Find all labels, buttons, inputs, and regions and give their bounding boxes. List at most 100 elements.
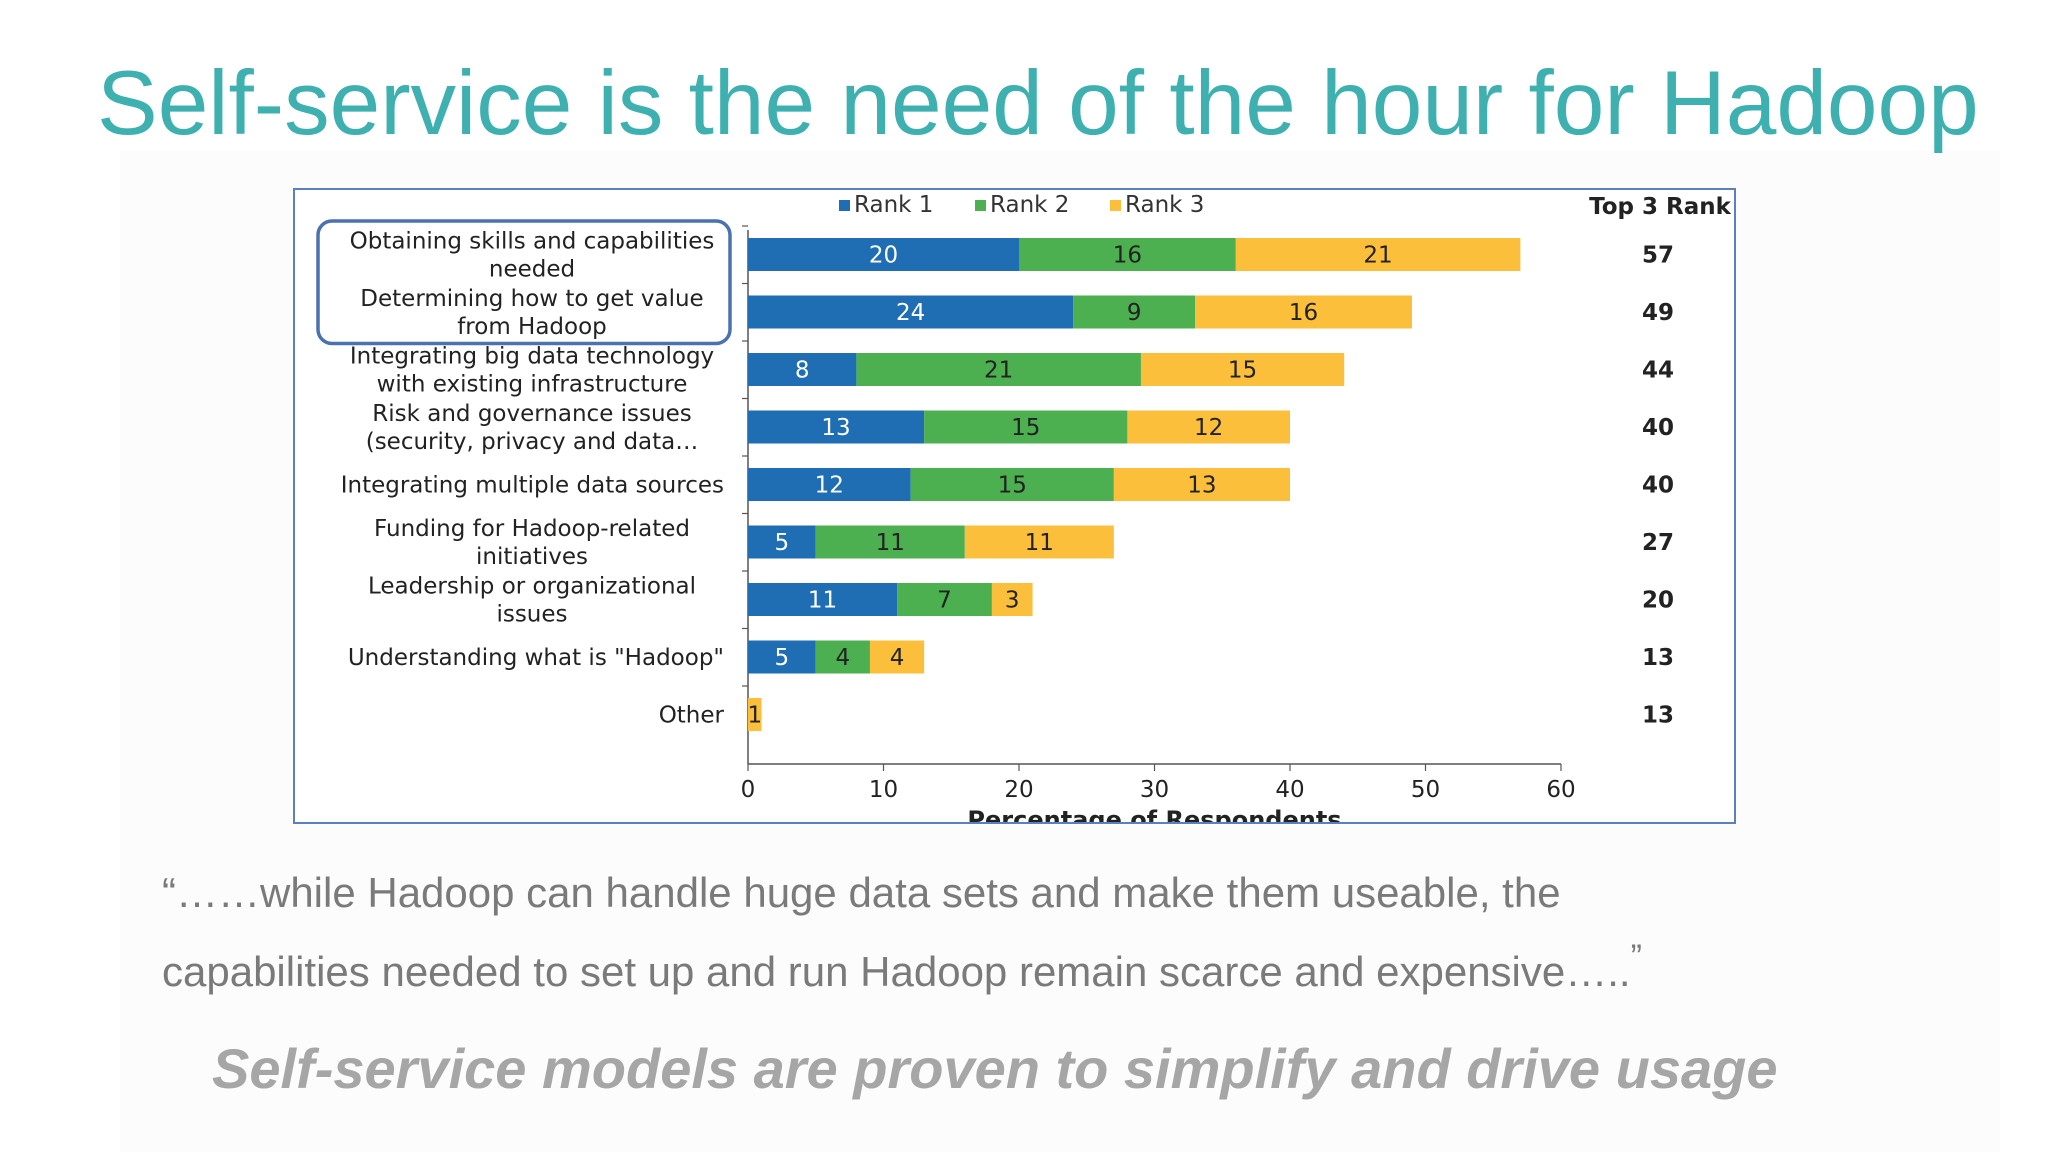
top3-total-row-8: 13 (1642, 645, 1674, 671)
category-label-line: Risk and governance issues (372, 401, 691, 427)
data-label-rank-1-row-6: 5 (775, 530, 790, 556)
category-label-line: Other (659, 703, 725, 729)
bar-segment-rank-2-row-1 (1019, 238, 1236, 271)
category-label-5: Integrating multiple data sources (341, 473, 724, 499)
bar-segment-rank-3-row-2 (1195, 295, 1412, 329)
data-label-rank-2-row-2: 9 (1127, 300, 1142, 326)
category-label-line: Determining how to get value (360, 286, 703, 312)
quote-line-2-text: capabilities needed to set up and run Ha… (162, 948, 1631, 995)
top3-total-row-7: 20 (1642, 588, 1674, 614)
legend-swatch-2 (975, 200, 986, 211)
data-label-rank-3-row-8: 4 (890, 645, 905, 671)
quote-block: “……while Hadoop can handle huge data set… (162, 860, 1862, 1004)
x-axis-title: Percentage of Respondents (967, 806, 1341, 822)
data-label-rank-1-row-5: 12 (815, 473, 844, 499)
bar-segment-rank-1-row-3 (748, 353, 857, 386)
category-label-line: initiatives (476, 544, 588, 570)
category-label-line: Integrating big data technology (350, 344, 714, 370)
data-label-rank-2-row-5: 15 (998, 473, 1027, 499)
bar-segment-rank-1-row-7 (748, 583, 898, 616)
legend-swatch-1 (839, 200, 850, 211)
category-label-line: (security, privacy and data… (366, 429, 699, 455)
top3-total-row-3: 44 (1642, 358, 1674, 384)
x-tick-label-7: 60 (1546, 777, 1575, 803)
category-label-line: Leadership or organizational (368, 574, 696, 600)
bar-segment-rank-2-row-2 (1073, 295, 1196, 329)
bar-segment-rank-2-row-6 (815, 525, 965, 559)
top3-total-row-2: 49 (1642, 300, 1674, 326)
quote-line-1: “……while Hadoop can handle huge data set… (162, 869, 1561, 916)
top3-total-row-9: 13 (1642, 703, 1674, 729)
top3-total-row-1: 57 (1642, 243, 1674, 269)
bar-segment-rank-3-row-3 (1140, 353, 1345, 386)
data-label-rank-3-row-6: 11 (1025, 530, 1054, 556)
bar-segment-rank-1-row-4 (748, 410, 925, 444)
bar-segment-rank-3-row-8 (869, 640, 925, 674)
x-tick-label-3: 20 (1004, 777, 1033, 803)
data-label-rank-2-row-6: 11 (876, 530, 905, 556)
category-label-line: Understanding what is "Hadoop" (348, 645, 724, 671)
category-label-7: Leadership or organizational issues (368, 574, 696, 628)
bar-segment-rank-1-row-2 (748, 295, 1074, 329)
legend-label-2: Rank 2 (990, 192, 1069, 218)
top3-total-row-6: 27 (1642, 530, 1674, 556)
category-label-line: Funding for Hadoop-related (374, 516, 690, 542)
data-label-rank-2-row-3: 21 (984, 358, 1013, 384)
bar-segment-rank-3-row-7 (991, 583, 1033, 616)
category-label-4: Risk and governance issues (security, pri… (366, 401, 699, 455)
data-label-rank-3-row-3: 15 (1228, 358, 1257, 384)
quote-close-mark: ” (1630, 938, 1642, 976)
bar-segment-rank-2-row-3 (856, 353, 1141, 386)
data-label-rank-3-row-9: 1 (747, 703, 762, 729)
x-tick-label-6: 50 (1411, 777, 1440, 803)
data-label-rank-1-row-2: 24 (896, 300, 925, 326)
bar-segment-rank-2-row-5 (910, 468, 1114, 501)
data-label-rank-1-row-1: 20 (869, 243, 898, 269)
legend-label-1: Rank 1 (854, 192, 933, 218)
data-label-rank-1-row-4: 13 (821, 415, 850, 441)
x-tick-label-1: 0 (741, 777, 756, 803)
bar-segment-rank-1-row-6 (748, 525, 816, 559)
top3-total-row-5: 40 (1642, 473, 1674, 499)
bar-segment-rank-3-row-4 (1127, 410, 1290, 444)
bar-segment-rank-3-row-6 (964, 525, 1114, 559)
category-label-line: Obtaining skills and capabilities (350, 229, 715, 255)
data-label-rank-1-row-3: 8 (795, 358, 810, 384)
category-label-line: issues (496, 602, 567, 628)
category-label-6: Funding for Hadoop-related initiatives (374, 516, 690, 570)
data-label-rank-3-row-1: 21 (1363, 243, 1392, 269)
bar-segment-rank-1-row-5 (748, 468, 911, 501)
bar-segment-rank-1-row-1 (748, 238, 1019, 271)
legend-label-3: Rank 3 (1125, 192, 1204, 218)
x-tick-label-5: 40 (1275, 777, 1304, 803)
data-label-rank-2-row-4: 15 (1011, 415, 1040, 441)
x-tick-label-2: 10 (869, 777, 898, 803)
top3-total-row-4: 40 (1642, 415, 1674, 441)
tagline: Self-service models are proven to simpli… (212, 1037, 1778, 1100)
category-label-line: Integrating multiple data sources (341, 473, 724, 499)
bar-segment-rank-2-row-4 (924, 410, 1128, 444)
data-label-rank-2-row-1: 16 (1113, 243, 1142, 269)
stacked-bar-chart: Rank 1 Rank 2 Rank 3 Top 3 Rank Obtaining sk… (316, 192, 1732, 822)
bar-segment-rank-1-row-8 (748, 640, 816, 674)
x-tick-label-4: 30 (1140, 777, 1169, 803)
legend-swatch-3 (1110, 200, 1121, 211)
bar-segment-rank-2-row-7 (897, 583, 992, 616)
category-label-line: with existing infrastructure (377, 372, 688, 398)
category-label-8: Understanding what is "Hadoop" (348, 645, 724, 671)
category-label-line: from Hadoop (457, 314, 607, 340)
category-label-3: Integrating big data technology with exis… (350, 344, 714, 398)
category-label-line: needed (489, 257, 575, 283)
data-label-rank-3-row-5: 13 (1187, 473, 1216, 499)
quote-line-2: capabilities needed to set up and run Ha… (162, 925, 1862, 1004)
data-label-rank-2-row-7: 7 (937, 588, 952, 614)
slide-title: Self-service is the need of the hour for… (97, 53, 1979, 154)
data-label-rank-3-row-7: 3 (1005, 588, 1020, 614)
bar-segment-rank-2-row-8 (815, 640, 870, 674)
category-label-9: Other (659, 703, 725, 729)
bar-segment-rank-3-row-1 (1235, 238, 1521, 271)
chart-frame: Rank 1 Rank 2 Rank 3 Top 3 Rank Obtaining sk… (293, 188, 1736, 824)
bar-segment-rank-3-row-9 (748, 698, 762, 731)
data-label-rank-1-row-7: 11 (808, 588, 837, 614)
highlight-box (316, 219, 732, 346)
